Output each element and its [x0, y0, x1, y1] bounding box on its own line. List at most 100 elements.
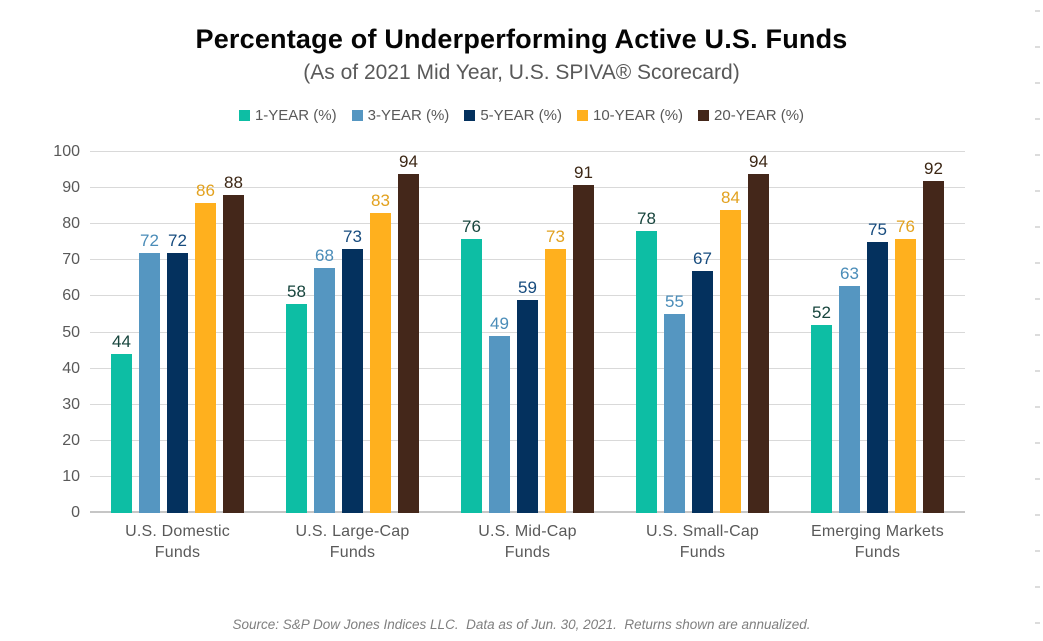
gridline: [90, 187, 965, 189]
bar-value-label: 94: [749, 151, 768, 171]
bar: 83: [370, 191, 391, 513]
bar-group: 78 55 67 84 94: [615, 152, 790, 513]
legend-swatch-icon: [351, 110, 363, 121]
y-tick-label: 50: [62, 323, 80, 341]
gridline: [90, 151, 965, 152]
bar: 72: [167, 231, 188, 513]
bar-value-label: 67: [693, 249, 712, 269]
y-tick-label: 100: [53, 143, 80, 160]
bar-value-label: 68: [315, 245, 334, 265]
source-note: Source: S&P Dow Jones Indices LLC. Data …: [0, 582, 1043, 641]
bar: 49: [489, 314, 510, 513]
y-tick-label: 10: [62, 467, 80, 485]
bar-value-label: 86: [196, 180, 215, 200]
bar-value-label: 72: [140, 231, 159, 251]
chart-subtitle: (As of 2021 Mid Year, U.S. SPIVA® Scorec…: [303, 61, 740, 84]
bar: 86: [195, 181, 216, 513]
bar: 63: [839, 264, 860, 513]
legend-swatch-icon: [698, 110, 710, 121]
bar-value-label: 52: [812, 303, 831, 323]
bar-value-label: 44: [112, 332, 131, 352]
bar: 91: [573, 163, 594, 513]
bar-value-label: 73: [343, 227, 362, 247]
bar-value-label: 88: [224, 173, 243, 193]
bar-value-label: 91: [574, 162, 593, 182]
y-tick-label: 30: [62, 395, 80, 413]
bar: 78: [636, 209, 657, 513]
bar: 52: [811, 303, 832, 513]
bar-value-label: 76: [896, 216, 915, 236]
bar: 73: [342, 227, 363, 513]
bar: 76: [895, 217, 916, 513]
x-axis: U.S. Domestic Funds U.S. Large-Cap Funds U.S…: [90, 521, 965, 569]
bar-value-label: 59: [518, 278, 537, 298]
y-tick-label: 40: [62, 359, 80, 377]
gridline: [90, 259, 965, 261]
x-category-label: Emerging Markets Funds: [810, 523, 945, 561]
bar-value-label: 94: [399, 151, 418, 171]
bar: 58: [286, 282, 307, 513]
bar: 92: [923, 159, 944, 513]
y-tick-label: 60: [62, 287, 80, 305]
bar: 68: [314, 246, 335, 513]
legend-label: 5-YEAR (%): [480, 107, 562, 124]
bar-value-label: 55: [665, 292, 684, 312]
legend-swatch-icon: [577, 110, 588, 121]
legend-item: 3-YEAR (%): [351, 107, 450, 124]
bar-value-label: 49: [490, 314, 509, 334]
canvas-edge-dots: [1035, 10, 1040, 641]
bar: 72: [139, 231, 160, 513]
bar: 94: [748, 152, 769, 513]
legend-swatch-icon: [464, 110, 476, 121]
legend-label: 10-YEAR (%): [593, 107, 684, 124]
legend-item: 10-YEAR (%): [577, 107, 683, 124]
bar-value-label: 73: [546, 227, 565, 247]
x-category-label: U.S. Domestic Funds: [125, 523, 230, 561]
x-category-label: U.S. Large-Cap Funds: [295, 523, 410, 561]
source-note-line1: Source: S&P Dow Jones Indices LLC. Data …: [232, 617, 811, 632]
bar-value-label: 92: [924, 158, 943, 178]
legend-label: 1-YEAR (%): [254, 107, 337, 124]
bar: 84: [720, 188, 741, 513]
bar: 44: [111, 332, 132, 513]
y-tick-label: 0: [71, 504, 80, 521]
legend-label: 20-YEAR (%): [714, 107, 805, 124]
y-tick-label: 80: [62, 215, 80, 233]
gridline: [90, 295, 965, 297]
bar-value-label: 83: [371, 191, 390, 211]
bar-value-label: 75: [868, 220, 887, 240]
legend-swatch-icon: [238, 110, 250, 121]
bar-value-label: 76: [462, 216, 481, 236]
bar-value-label: 78: [637, 209, 656, 229]
bar: 76: [461, 217, 482, 513]
legend-item: 20-YEAR (%): [698, 107, 804, 124]
y-tick-label: 20: [62, 431, 80, 449]
bar: 75: [867, 220, 888, 513]
x-category-label: U.S. Mid-Cap Funds: [478, 523, 577, 561]
bar: 94: [398, 152, 419, 513]
bar: 67: [692, 249, 713, 513]
x-category-label: U.S. Small-Cap Funds: [645, 523, 760, 561]
bar: 59: [517, 278, 538, 513]
y-tick-label: 70: [62, 251, 80, 269]
bar-value-label: 58: [287, 281, 306, 301]
legend-label: 3-YEAR (%): [367, 107, 450, 124]
bar-group: 76 49 59 73 91: [440, 163, 615, 513]
bar-group: 44 72 72 86 88: [90, 173, 265, 513]
y-axis: 0 10 20 30 40 50 60 70 80 90 100: [30, 143, 80, 521]
bar: 73: [545, 227, 566, 513]
y-tick-label: 90: [62, 179, 80, 197]
legend-item: 1-YEAR (%): [238, 107, 337, 124]
gridline: [90, 223, 965, 225]
bar-value-label: 72: [168, 231, 187, 251]
plot-area: 44 72 72 86 88 58 68 73 83 94 76 49 59 73 91 78 55 67 84 94…: [90, 151, 965, 513]
bar-group: 52 63 75 76 92: [790, 159, 965, 513]
chart-title: Percentage of Underperforming Active U.S…: [195, 24, 848, 54]
bar-group: 58 68 73 83 94: [265, 152, 440, 513]
bar: 55: [664, 292, 685, 513]
legend-item: 5-YEAR (%): [464, 107, 562, 124]
bar: 88: [223, 173, 244, 513]
legend: 1-YEAR (%) 3-YEAR (%) 5-YEAR (%) 10-YEAR (%…: [0, 107, 1043, 124]
bar-value-label: 63: [840, 263, 859, 283]
